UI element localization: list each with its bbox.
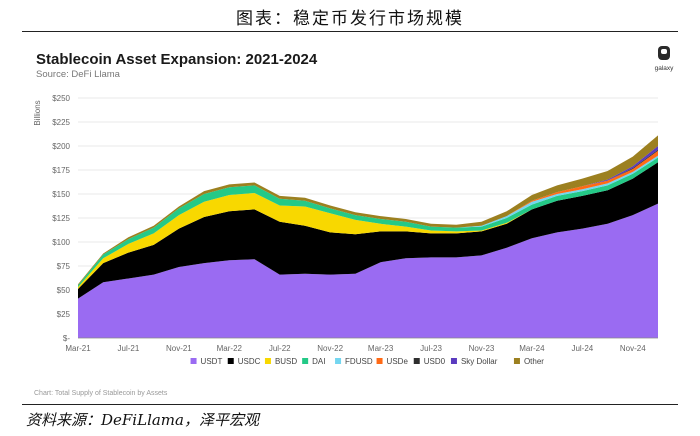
y-tick-label: $25 — [57, 310, 71, 319]
x-tick-label: Nov-23 — [469, 344, 495, 353]
galaxy-logo-cutout — [661, 49, 667, 54]
y-tick-label: $100 — [52, 238, 70, 247]
y-tick-label: $150 — [52, 190, 70, 199]
legend-label-usdc: USDC — [238, 357, 261, 366]
x-tick-label: Jul-24 — [571, 344, 593, 353]
legend-label-dai: DAI — [312, 357, 325, 366]
x-axis-ticks: Mar-21 Jul-21 Nov-21 Mar-22 Jul-22 Nov-22 Mar-… — [65, 344, 646, 353]
legend-swatch-usdt — [190, 358, 197, 364]
legend: USDT USDC BUSD DAI FDUSD USDe USD0 Sky Dollar Ot… — [190, 357, 544, 366]
legend-label-usdt: USDT — [201, 357, 223, 366]
x-tick-label: Jul-21 — [118, 344, 140, 353]
legend-label-other: Other — [524, 357, 544, 366]
y-tick-label: $200 — [52, 142, 70, 151]
area-busd — [78, 162, 658, 289]
legend-swatch-usd0 — [413, 358, 420, 364]
legend-label-usde: USDe — [387, 357, 409, 366]
top-divider — [22, 31, 678, 32]
y-tick-label: $75 — [57, 262, 71, 271]
x-tick-label: Jul-22 — [269, 344, 291, 353]
area-usdt — [78, 203, 658, 338]
legend-label-fdusd: FDUSD — [345, 357, 373, 366]
legend-label-usd0: USD0 — [424, 357, 446, 366]
legend-swatch-sky-dollar — [450, 358, 457, 364]
figure-caption: 图表：稳定币发行市场规模 — [236, 9, 464, 29]
legend-label-busd: BUSD — [275, 357, 297, 366]
legend-swatch-dai — [302, 358, 309, 364]
x-tick-label: Mar-21 — [65, 344, 91, 353]
y-tick-label: $50 — [57, 286, 71, 295]
x-tick-label: Mar-22 — [217, 344, 243, 353]
x-tick-label: Nov-21 — [166, 344, 192, 353]
x-tick-label: Mar-23 — [368, 344, 394, 353]
x-tick-label: Mar-24 — [519, 344, 545, 353]
chart-subtitle: Source: DeFi Llama — [36, 69, 121, 80]
y-tick-label: $225 — [52, 118, 70, 127]
legend-swatch-other — [513, 358, 520, 364]
y-axis-label: Billions — [33, 100, 42, 125]
legend-label-sky-dollar: Sky Dollar — [461, 357, 498, 366]
area-dai — [78, 157, 658, 288]
legend-swatch-fdusd — [335, 358, 342, 364]
source-note: 资料来源：DeFiLlama，泽平宏观 — [26, 411, 259, 429]
x-tick-label: Nov-24 — [620, 344, 646, 353]
area-usdc — [78, 162, 658, 299]
legend-swatch-usdc — [227, 358, 234, 364]
x-tick-label: Nov-22 — [317, 344, 343, 353]
galaxy-logo-text: galaxy — [655, 65, 675, 72]
galaxy-logo: galaxy — [655, 46, 675, 72]
legend-swatch-busd — [264, 358, 271, 364]
y-tick-label: $175 — [52, 166, 70, 175]
chart-footnote: Chart: Total Supply of Stablecoin by Ass… — [34, 390, 168, 397]
y-tick-label: $125 — [52, 214, 70, 223]
chart-title: Stablecoin Asset Expansion: 2021-2024 — [36, 51, 318, 68]
stacked-areas — [78, 135, 658, 338]
legend-swatch-usde — [376, 358, 383, 364]
bottom-divider — [22, 404, 678, 405]
y-tick-label: $- — [63, 334, 70, 343]
y-axis-ticks: $- $25 $50 $75 $100 $125 $150 $175 $200 $225 $250 — [52, 94, 70, 343]
y-tick-label: $250 — [52, 94, 70, 103]
x-tick-label: Jul-23 — [420, 344, 442, 353]
